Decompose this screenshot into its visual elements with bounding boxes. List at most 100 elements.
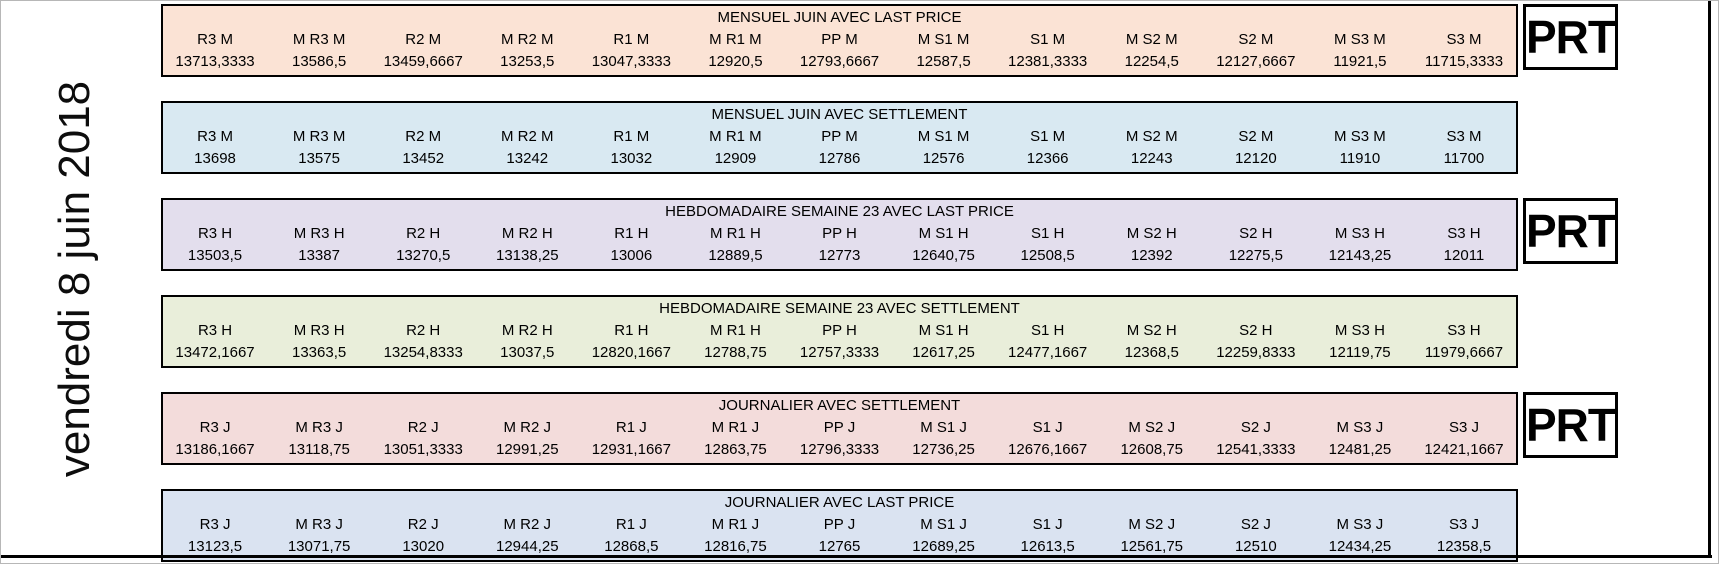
column-label: R3 H xyxy=(197,224,233,242)
band-column: S2 M 12127,6667 xyxy=(1204,28,1308,72)
column-value: 13363,5 xyxy=(292,343,347,361)
column-value: 13020 xyxy=(402,537,445,555)
band-column: R1 H 13006 xyxy=(579,222,683,266)
column-label: M S3 M xyxy=(1334,30,1386,48)
column-label: M S2 J xyxy=(1128,515,1176,533)
band-column: M R1 H 12889,5 xyxy=(683,222,787,266)
column-label: R2 H xyxy=(406,224,441,242)
prt-button-label: PRT xyxy=(1526,399,1616,451)
price-band: MENSUEL JUIN AVEC SETTLEMENT R3 M 13698 … xyxy=(161,101,1518,174)
column-label: M S1 M xyxy=(917,127,970,145)
column-value: 12541,3333 xyxy=(1216,440,1296,458)
band-column: M S3 J 12434,25 xyxy=(1308,513,1412,557)
column-value: 12944,25 xyxy=(495,537,559,555)
prt-button-label: PRT xyxy=(1526,11,1616,63)
band-column: M S2 H 12368,5 xyxy=(1100,319,1204,363)
column-value: 13586,5 xyxy=(292,52,347,70)
column-label: M R1 J xyxy=(711,418,760,436)
band-column: M S2 M 12243 xyxy=(1100,125,1204,169)
column-value: 13242 xyxy=(506,149,549,167)
column-label: M R1 M xyxy=(709,127,762,145)
date-label: vendredi 8 juin 2018 xyxy=(15,1,135,557)
column-label: M R2 M xyxy=(501,30,554,48)
column-value: 11700 xyxy=(1443,149,1485,167)
prt-button[interactable]: PRT xyxy=(1523,392,1618,458)
column-value: 13459,6667 xyxy=(383,52,463,70)
band-column: M R2 H 13037,5 xyxy=(475,319,579,363)
column-label: M R1 H xyxy=(710,321,761,339)
column-label: M R3 M xyxy=(292,30,346,48)
column-value: 13270,5 xyxy=(396,246,451,264)
band-column: M R1 H 12788,75 xyxy=(683,319,787,363)
column-label: M S3 J xyxy=(1336,515,1384,533)
column-value: 12608,75 xyxy=(1120,440,1184,458)
band-row: JOURNALIER AVEC LAST PRICE R3 J 13123,5 … xyxy=(161,489,1618,562)
band-column: M S2 M 12254,5 xyxy=(1100,28,1204,72)
column-value: 12788,75 xyxy=(704,343,767,361)
band-column: S3 J 12358,5 xyxy=(1412,513,1516,557)
column-label: S1 H xyxy=(1030,321,1065,339)
band-column: M S3 H 12119,75 xyxy=(1308,319,1412,363)
band-column: R2 M 13452 xyxy=(371,125,475,169)
column-label: S2 H xyxy=(1239,321,1273,339)
band-column: S2 J 12541,3333 xyxy=(1204,416,1308,460)
band-column: R3 J 13186,1667 xyxy=(163,416,267,460)
column-value: 13575 xyxy=(298,149,340,167)
column-value: 13138,25 xyxy=(495,246,559,264)
price-band: JOURNALIER AVEC SETTLEMENT R3 J 13186,16… xyxy=(161,392,1518,465)
column-label: R2 H xyxy=(406,321,441,339)
column-label: S3 J xyxy=(1448,418,1479,436)
column-label: M R2 J xyxy=(503,515,552,533)
column-label: M R2 H xyxy=(501,321,553,339)
prt-button[interactable]: PRT xyxy=(1523,4,1618,70)
band-column: M S3 H 12143,25 xyxy=(1308,222,1412,266)
column-value: 13503,5 xyxy=(187,246,243,264)
band-column: M S1 J 12689,25 xyxy=(892,513,996,557)
column-label: S2 H xyxy=(1239,224,1273,242)
band-column: M S1 H 12640,75 xyxy=(892,222,996,266)
bands-container: MENSUEL JUIN AVEC LAST PRICE R3 M 13713,… xyxy=(161,4,1618,562)
column-value: 12889,5 xyxy=(708,246,763,264)
column-value: 12561,75 xyxy=(1120,537,1184,555)
column-label: S1 J xyxy=(1032,515,1063,533)
column-label: R1 H xyxy=(614,224,649,242)
column-value: 12508,5 xyxy=(1020,246,1075,264)
column-label: S1 M xyxy=(1030,127,1066,145)
column-value: 12640,75 xyxy=(912,246,975,264)
band-title: HEBDOMADAIRE SEMAINE 23 AVEC SETTLEMENT xyxy=(659,300,1020,317)
band-column: R3 J 13123,5 xyxy=(163,513,267,557)
column-value: 12254,5 xyxy=(1124,52,1179,70)
column-value: 13006 xyxy=(610,246,653,264)
band-column: PP H 12773 xyxy=(787,222,891,266)
band-column: S2 H 12275,5 xyxy=(1204,222,1308,266)
column-label: R2 M xyxy=(405,127,442,145)
prt-button[interactable]: PRT xyxy=(1523,198,1618,264)
column-value: 13051,3333 xyxy=(383,440,463,458)
band-column: M R1 M 12909 xyxy=(683,125,787,169)
bottom-border-line xyxy=(1,555,1712,558)
column-label: M S2 M xyxy=(1125,30,1178,48)
band-row: HEBDOMADAIRE SEMAINE 23 AVEC LAST PRICE … xyxy=(161,198,1618,271)
column-label: PP J xyxy=(823,418,856,436)
band-column: PP M 12793,6667 xyxy=(787,28,891,72)
column-label: R3 H xyxy=(197,321,233,339)
column-value: 12510 xyxy=(1234,537,1277,555)
band-column: M R3 M 13586,5 xyxy=(267,28,371,72)
column-value: 12421,1667 xyxy=(1424,440,1504,458)
column-label: M S2 H xyxy=(1126,321,1177,339)
column-value: 12587,5 xyxy=(916,52,971,70)
band-column: S3 M 11715,3333 xyxy=(1412,28,1516,72)
column-label: PP J xyxy=(823,515,856,533)
column-value: 12434,25 xyxy=(1328,537,1392,555)
column-value: 12127,6667 xyxy=(1216,52,1296,70)
band-column: M S1 H 12617,25 xyxy=(892,319,996,363)
band-column: R1 M 13047,3333 xyxy=(579,28,683,72)
price-band: HEBDOMADAIRE SEMAINE 23 AVEC LAST PRICE … xyxy=(161,198,1518,271)
band-column: R3 H 13472,1667 xyxy=(163,319,267,363)
band-column: S3 M 11700 xyxy=(1412,125,1516,169)
column-label: M R3 J xyxy=(295,515,343,533)
band-column: S3 H 12011 xyxy=(1412,222,1516,266)
column-value: 12689,25 xyxy=(912,537,975,555)
band-title: HEBDOMADAIRE SEMAINE 23 AVEC LAST PRICE xyxy=(665,203,1014,220)
